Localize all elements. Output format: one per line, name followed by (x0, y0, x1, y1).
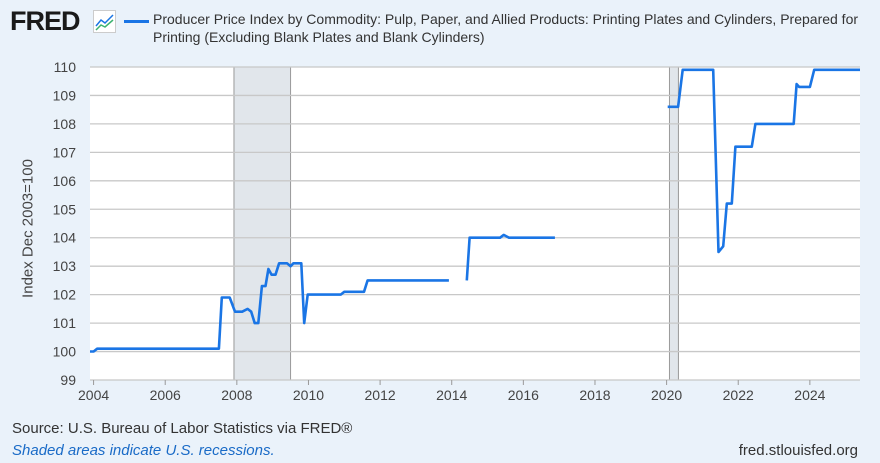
y-tick-label: 105 (53, 201, 77, 217)
y-tick-label: 110 (54, 59, 77, 75)
x-tick-label: 2010 (293, 387, 324, 403)
y-tick-label: 107 (53, 144, 77, 160)
y-axis-label: Index Dec 2003=100 (19, 159, 37, 298)
y-tick-label: 106 (53, 173, 77, 189)
y-tick-label: 103 (53, 258, 77, 274)
x-tick-label: 2016 (508, 387, 539, 403)
y-tick-label: 101 (53, 315, 77, 331)
chart-line-icon (93, 10, 116, 33)
source-text: Source: U.S. Bureau of Labor Statistics … (12, 420, 353, 437)
series-line (90, 261, 449, 353)
x-tick-label: 2006 (150, 387, 181, 403)
recession-note: Shaded areas indicate U.S. recessions. (12, 442, 275, 459)
x-tick-label: 2012 (365, 387, 396, 403)
plot-area (90, 67, 860, 380)
y-tick-label: 109 (53, 87, 77, 103)
y-tick-label: 100 (53, 344, 77, 360)
y-tick-label: 108 (53, 116, 77, 132)
x-tick-label: 2004 (78, 387, 109, 403)
x-tick-label: 2020 (651, 387, 682, 403)
x-tick-label: 2022 (723, 387, 754, 403)
x-tick-label: 2018 (579, 387, 610, 403)
fred-url[interactable]: fred.stlouisfed.org (738, 442, 858, 459)
x-tick-label: 2014 (436, 387, 467, 403)
recession-shade (668, 66, 679, 381)
y-tick-label: 102 (53, 287, 77, 303)
recession-shade (233, 66, 292, 381)
x-tick-label: 2008 (221, 387, 252, 403)
legend-swatch (124, 20, 149, 23)
y-tick-label: 99 (60, 372, 76, 388)
fred-logo[interactable]: FRED (10, 6, 80, 36)
y-tick-label: 104 (53, 230, 77, 246)
series-line (667, 68, 860, 254)
x-tick-label: 2024 (794, 387, 825, 403)
chart-title[interactable]: Producer Price Index by Commodity: Pulp,… (153, 11, 859, 45)
series-line (465, 233, 555, 281)
